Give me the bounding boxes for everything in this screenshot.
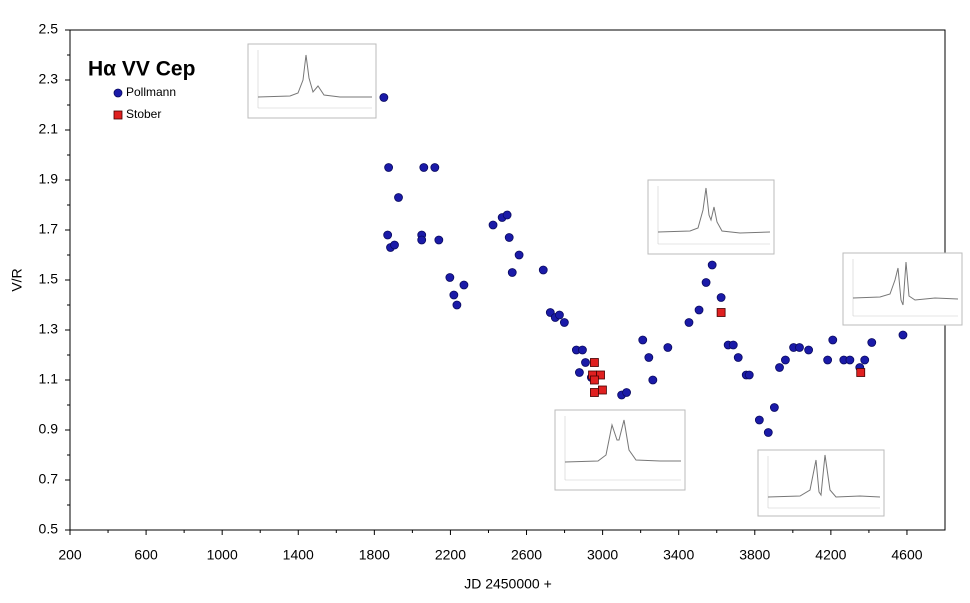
x-tick-label: 600 — [134, 547, 158, 563]
data-point — [856, 368, 866, 377]
chart-title: Hα VV Cep — [88, 58, 195, 81]
x-tick-label: 3400 — [663, 547, 694, 563]
data-point — [555, 310, 564, 320]
data-point — [694, 305, 704, 315]
data-point — [769, 403, 779, 412]
data-point — [598, 385, 607, 395]
x-tick-label: 1000 — [207, 547, 238, 563]
data-point — [379, 93, 389, 102]
y-tick-label: 2.5 — [39, 21, 59, 37]
legend-marker — [113, 88, 123, 98]
data-point — [419, 163, 429, 172]
legend-label: Stober — [126, 107, 161, 121]
y-tick-label: 2.1 — [39, 121, 59, 137]
data-point — [596, 370, 605, 380]
data-point — [590, 358, 599, 367]
x-tick-label: 1800 — [359, 547, 390, 563]
data-point — [538, 265, 548, 275]
data-point — [728, 340, 738, 350]
data-point — [663, 343, 673, 352]
spectrum-inset — [247, 43, 377, 119]
data-point — [488, 220, 498, 230]
data-point — [384, 163, 394, 172]
data-point — [644, 353, 654, 362]
data-point — [860, 355, 870, 365]
x-tick-label: 2600 — [511, 547, 542, 563]
data-point — [733, 353, 743, 362]
spectrum-inset — [842, 252, 963, 326]
spectrum-inset — [647, 179, 775, 255]
x-tick-label: 4600 — [891, 547, 922, 563]
data-point — [449, 290, 459, 300]
data-point — [590, 375, 599, 385]
data-point — [781, 355, 790, 365]
y-tick-label: 1.3 — [39, 321, 59, 337]
data-point — [754, 415, 764, 425]
y-tick-label: 0.7 — [39, 471, 59, 487]
data-point — [502, 210, 512, 220]
x-tick-label: 200 — [58, 547, 82, 563]
data-point — [514, 250, 524, 260]
data-point — [578, 345, 587, 355]
data-point — [648, 375, 658, 385]
x-tick-label: 1400 — [283, 547, 314, 563]
legend-marker — [113, 110, 123, 120]
data-point — [716, 293, 726, 302]
data-point — [581, 358, 590, 367]
y-tick-label: 0.5 — [39, 521, 59, 537]
data-point — [823, 355, 833, 365]
x-tick-label: 3000 — [587, 547, 618, 563]
data-point — [417, 235, 427, 245]
data-point — [383, 230, 393, 240]
data-point — [430, 163, 440, 172]
data-point — [638, 335, 648, 345]
data-point — [775, 363, 784, 372]
y-tick-label: 0.9 — [39, 421, 59, 437]
data-point — [845, 355, 855, 365]
x-tick-label: 4200 — [815, 547, 846, 563]
data-point — [701, 278, 711, 287]
data-point — [590, 388, 599, 397]
spectrum-inset — [757, 449, 885, 517]
data-point — [390, 240, 399, 250]
y-tick-label: 1.7 — [39, 221, 59, 237]
legend-label: Pollmann — [126, 85, 176, 99]
data-point — [394, 193, 403, 202]
x-tick-label: 3800 — [739, 547, 770, 563]
data-point — [434, 235, 444, 245]
data-point — [763, 428, 773, 437]
data-point — [445, 273, 455, 282]
data-point — [459, 280, 469, 290]
y-tick-label: 1.9 — [39, 171, 59, 187]
data-point — [828, 335, 838, 345]
data-point — [867, 338, 877, 347]
x-axis-label: JD 2450000 + — [464, 576, 552, 592]
data-point — [804, 345, 814, 355]
data-point — [898, 330, 908, 340]
data-point — [716, 308, 726, 317]
data-point — [452, 300, 462, 310]
data-point — [622, 388, 631, 397]
data-point — [795, 343, 804, 352]
data-point — [707, 260, 717, 270]
y-tick-label: 2.3 — [39, 71, 59, 87]
y-axis-label: V/R — [9, 268, 25, 291]
data-point — [575, 368, 584, 377]
data-point — [744, 370, 754, 380]
spectrum-inset — [554, 409, 686, 491]
y-tick-label: 1.1 — [39, 371, 59, 387]
data-point — [504, 233, 514, 242]
y-tick-label: 1.5 — [39, 271, 59, 287]
data-point — [684, 318, 694, 327]
data-point — [559, 318, 569, 327]
x-tick-label: 2200 — [435, 547, 466, 563]
data-point — [507, 268, 517, 277]
